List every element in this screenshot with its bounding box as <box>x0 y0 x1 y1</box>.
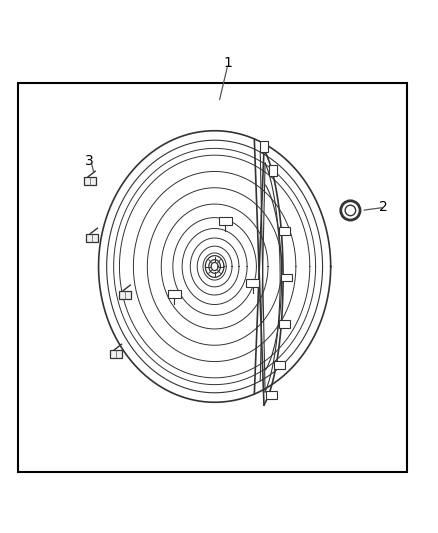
FancyBboxPatch shape <box>279 227 290 235</box>
FancyBboxPatch shape <box>119 290 131 300</box>
FancyBboxPatch shape <box>260 141 268 152</box>
FancyBboxPatch shape <box>274 361 285 369</box>
FancyBboxPatch shape <box>168 290 181 297</box>
Text: 1: 1 <box>223 56 232 70</box>
Text: 2: 2 <box>379 200 388 214</box>
FancyBboxPatch shape <box>269 165 277 176</box>
FancyBboxPatch shape <box>84 177 96 185</box>
FancyBboxPatch shape <box>279 320 290 328</box>
FancyBboxPatch shape <box>246 279 259 287</box>
FancyBboxPatch shape <box>266 391 277 399</box>
FancyBboxPatch shape <box>86 233 98 243</box>
FancyBboxPatch shape <box>110 350 122 359</box>
FancyBboxPatch shape <box>219 216 232 224</box>
Text: 3: 3 <box>85 155 94 168</box>
FancyBboxPatch shape <box>281 273 292 281</box>
